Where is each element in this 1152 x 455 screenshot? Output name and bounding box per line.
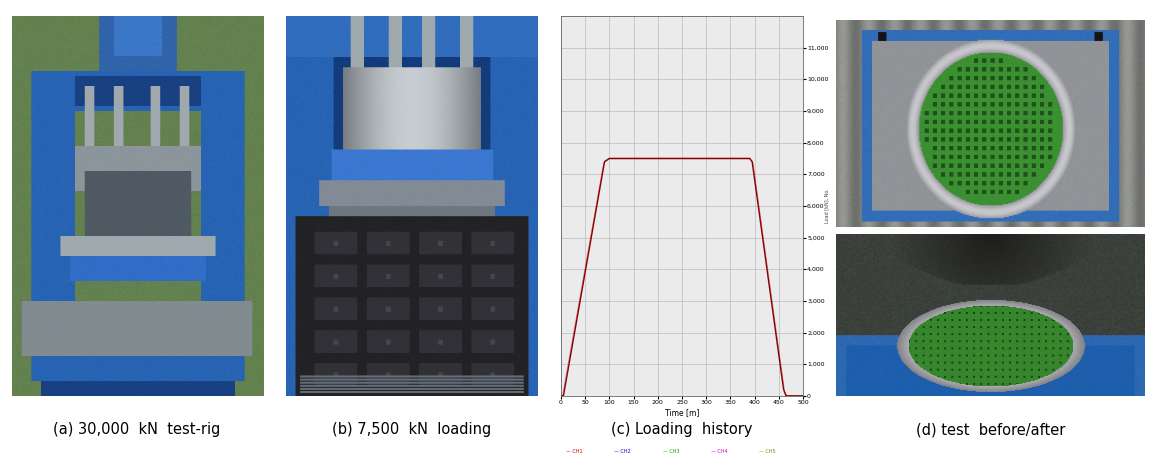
- X-axis label: Time [m]: Time [m]: [665, 408, 699, 417]
- Text: Load [kN], No.: Load [kN], No.: [825, 188, 829, 223]
- Text: — CH4: — CH4: [711, 449, 728, 454]
- Text: — CH5: — CH5: [759, 449, 776, 454]
- Text: — CH2: — CH2: [614, 449, 631, 454]
- Text: — CH1: — CH1: [566, 449, 583, 454]
- Text: (b) 7,500  kN  loading: (b) 7,500 kN loading: [332, 423, 491, 437]
- Text: (c) Loading  history: (c) Loading history: [612, 423, 752, 437]
- Text: — CH3: — CH3: [662, 449, 680, 454]
- Text: (d) test  before/after: (d) test before/after: [916, 423, 1066, 437]
- Text: (a) 30,000  kN  test-rig: (a) 30,000 kN test-rig: [53, 423, 221, 437]
